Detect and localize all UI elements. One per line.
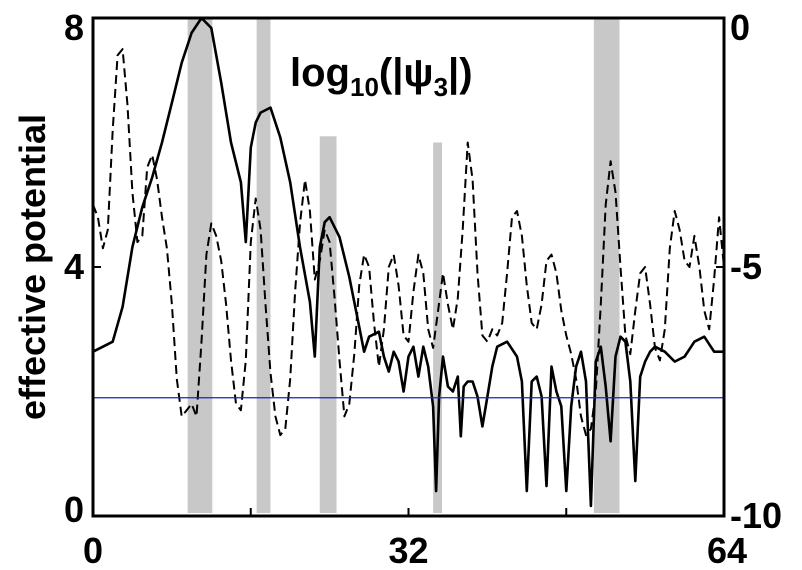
annotation-suffix: |): [448, 51, 473, 95]
series-line-potential: [92, 48, 725, 437]
annotation-psi-index: 3: [434, 72, 448, 102]
tick-marks: [92, 17, 725, 517]
annotation-prefix: log: [290, 51, 350, 95]
y-axis-label: effective potential: [12, 114, 53, 420]
highlight-band-4: [593, 18, 620, 513]
annotation-middle: (|ψ: [379, 51, 434, 95]
x-tick-label-32: 32: [388, 530, 428, 570]
highlight-band-0: [187, 18, 213, 513]
x-tick-label-64: 64: [707, 530, 747, 570]
y-left-tick-label-0: 0: [64, 489, 84, 530]
annotation-subscript-10: 10: [350, 72, 379, 102]
y-left-tick-label-8: 8: [64, 7, 84, 48]
y-right-tick-label-0: 0: [730, 7, 750, 48]
y-right-tick-label-minus5: -5: [730, 246, 762, 287]
y-right-tick-label-minus10: -10: [730, 495, 782, 536]
series-layer: [92, 16, 725, 508]
highlight-band-3: [433, 142, 443, 513]
series-line-log10_psi3: [92, 16, 724, 508]
y-left-tick-label-4: 4: [64, 246, 84, 287]
highlight-band-2: [319, 136, 337, 513]
annotation-log10-psi3: log10(|ψ3|): [290, 51, 473, 102]
x-tick-label-0: 0: [83, 530, 103, 570]
